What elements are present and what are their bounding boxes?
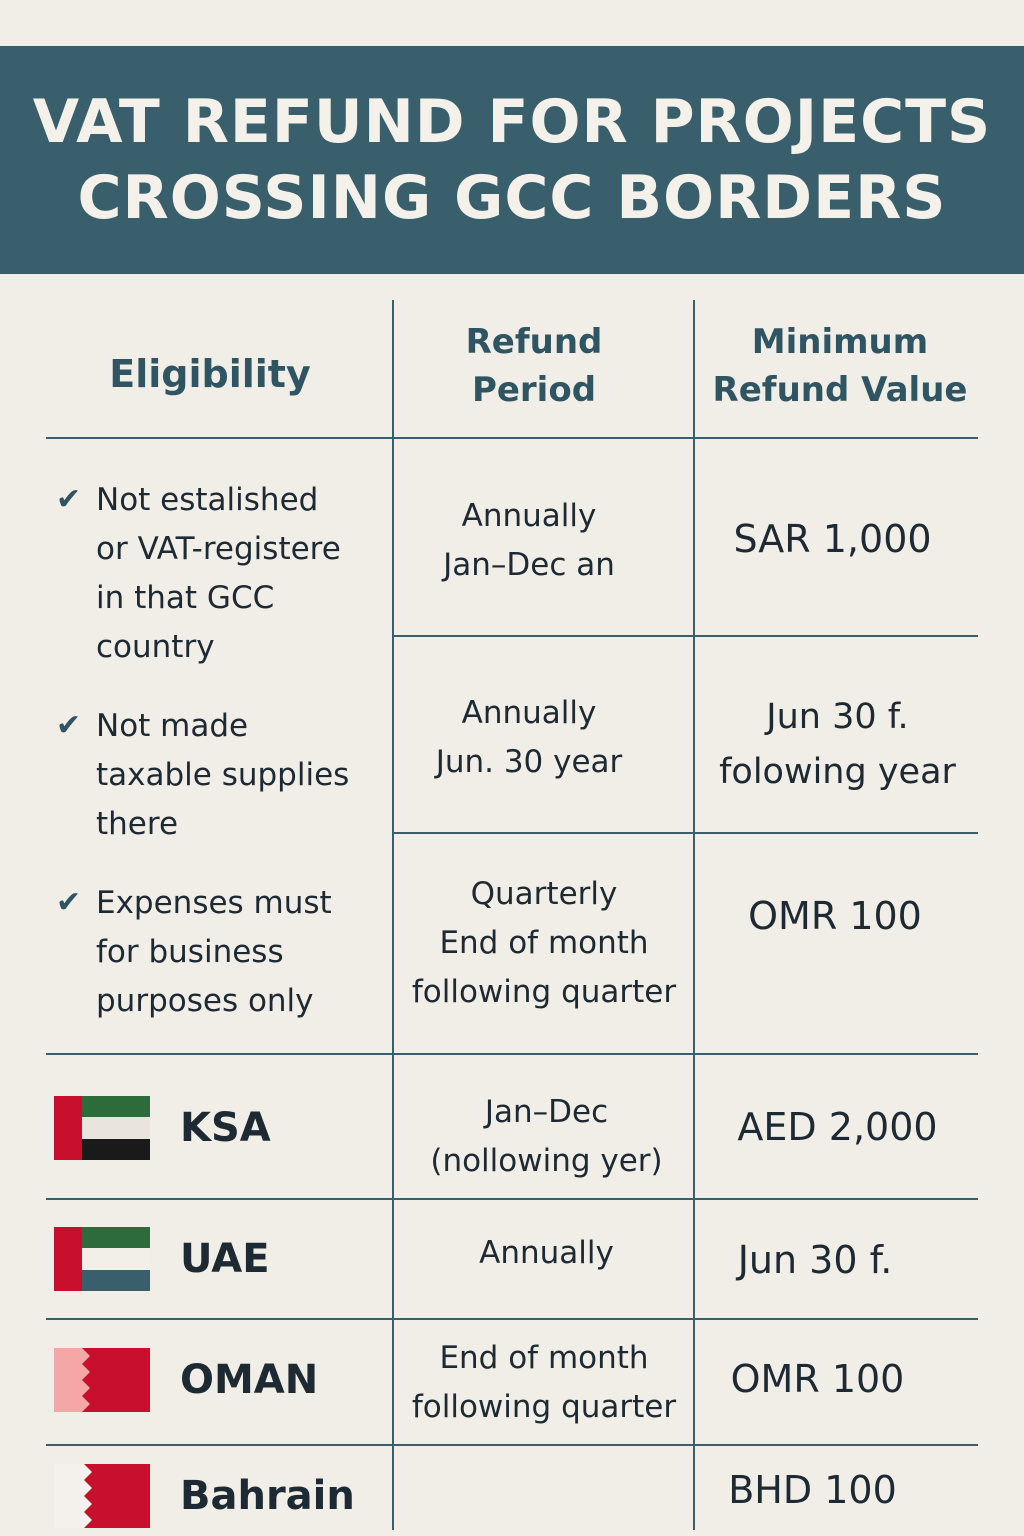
eligibility-text: Not estalished or VAT-registere in that … (96, 476, 341, 672)
eligibility-line: Expenses must (96, 885, 332, 921)
cell-line: (nollowing yer) (430, 1143, 663, 1179)
flag-icon (54, 1348, 150, 1412)
page-title-line-2: CROSSING GCC BORDERS (77, 163, 947, 233)
eligibility-item: ✔ Expenses must for business purposes on… (50, 879, 380, 1026)
cell-line: End of month (439, 1340, 649, 1376)
eligibility-line: or VAT-registere (96, 531, 341, 567)
column-divider (693, 300, 695, 1530)
cell-line: following quarter (411, 974, 677, 1010)
country-oman: OMAN (54, 1348, 318, 1412)
eligibility-item: ✔ Not estalished or VAT-registere in tha… (50, 476, 380, 672)
refund-period-cell: Annually Jan–Dec an (394, 492, 664, 590)
eligibility-text: Not made taxable supplies there (96, 702, 349, 849)
row-divider (46, 1053, 978, 1055)
cell-line: Quarterly (470, 876, 618, 912)
title-banner: VAT REFUND FOR PROJECTS CROSSING GCC BOR… (0, 46, 1024, 274)
cell-line: Annually (461, 498, 597, 534)
cell-line: OMR 100 (730, 1357, 905, 1401)
country-name: UAE (180, 1236, 270, 1282)
row-divider (392, 832, 978, 834)
header-eligibility: Eligibility (50, 350, 370, 398)
row-divider (46, 1444, 978, 1446)
eligibility-list: ✔ Not estalished or VAT-registere in tha… (50, 476, 380, 1056)
column-divider (392, 300, 394, 1530)
refund-period-cell: Jan–Dec (nollowing yer) (394, 1088, 699, 1186)
flag-icon (54, 1464, 150, 1528)
country-name: OMAN (180, 1357, 319, 1403)
country-uae: UAE (54, 1227, 270, 1291)
min-value-cell: BHD 100 (695, 1466, 930, 1515)
cell-line: BHD 100 (728, 1468, 897, 1512)
eligibility-line: Not estalished (96, 482, 319, 518)
row-divider (46, 1318, 978, 1320)
cell-line: End of month (439, 925, 649, 961)
eligibility-line: purposes only (96, 983, 314, 1019)
min-value-cell: Jun 30 f. folowing year (695, 690, 980, 800)
country-name: KSA (180, 1105, 271, 1151)
cell-line: OMR 100 (748, 894, 922, 938)
cell-line: Jun 30 f. (766, 697, 909, 737)
country-name: Bahrain (180, 1473, 355, 1519)
refund-period-cell: Quarterly End of month following quarter (394, 870, 694, 1017)
refund-period-cell: Annually (394, 1229, 699, 1278)
header-refund-period-line-2: Period (471, 370, 597, 410)
min-value-cell: Jun 30 f. (695, 1236, 935, 1285)
header-min-value-line-2: Refund Value (712, 370, 968, 410)
header-refund-period-line-1: Refund (465, 322, 603, 362)
min-value-cell: OMR 100 (695, 1355, 940, 1404)
row-divider (46, 1198, 978, 1200)
cell-line: following quarter (411, 1389, 677, 1425)
min-value-cell: SAR 1,000 (695, 515, 970, 564)
refund-period-cell: Annually Jun. 30 year (394, 689, 664, 787)
eligibility-item: ✔ Not made taxable supplies there (50, 702, 380, 849)
cell-line: folowing year (719, 752, 956, 792)
min-value-cell: OMR 100 (695, 892, 975, 941)
row-divider (46, 437, 978, 439)
eligibility-line: in that GCC (96, 580, 275, 616)
eligibility-line: Not made (96, 708, 249, 744)
eligibility-line: country (96, 629, 215, 665)
eligibility-text: Expenses must for business purposes only (96, 879, 332, 1026)
cell-line: Jan–Dec (484, 1094, 609, 1130)
min-value-cell: AED 2,000 (695, 1103, 980, 1152)
row-divider (392, 635, 978, 637)
cell-line: SAR 1,000 (733, 517, 932, 561)
refund-period-cell: End of month following quarter (394, 1334, 694, 1432)
cell-line: Jun. 30 year (435, 744, 623, 780)
checkmark-icon: ✔ (56, 885, 82, 920)
header-min-value-line-1: Minimum (751, 322, 929, 362)
checkmark-icon: ✔ (56, 482, 82, 517)
header-eligibility-label: Eligibility (109, 352, 311, 396)
eligibility-line: taxable supplies (96, 757, 350, 793)
country-bahrain: Bahrain (54, 1464, 355, 1528)
page-title-line-1: VAT REFUND FOR PROJECTS (32, 87, 992, 157)
country-ksa: KSA (54, 1096, 271, 1160)
flag-icon (54, 1227, 150, 1291)
cell-line: Jun 30 f. (737, 1238, 893, 1282)
cell-line: Annually (479, 1235, 614, 1271)
eligibility-line: for business (96, 934, 284, 970)
cell-line: Jan–Dec an (443, 547, 615, 583)
cell-line: Annually (461, 695, 597, 731)
checkmark-icon: ✔ (56, 708, 82, 743)
header-refund-period: Refund Period (394, 318, 674, 414)
header-min-value: Minimum Refund Value (695, 318, 985, 414)
flag-icon (54, 1096, 150, 1160)
cell-line: AED 2,000 (737, 1105, 938, 1149)
eligibility-line: there (96, 806, 179, 842)
